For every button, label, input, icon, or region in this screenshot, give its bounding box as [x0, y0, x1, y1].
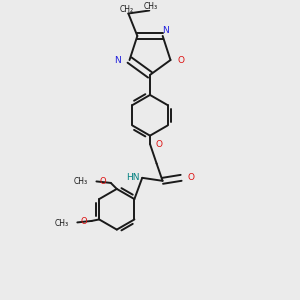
- Text: O: O: [155, 140, 162, 149]
- Text: O: O: [178, 56, 185, 64]
- Text: O: O: [187, 173, 194, 182]
- Text: O: O: [81, 217, 87, 226]
- Text: O: O: [99, 177, 106, 186]
- Text: CH₃: CH₃: [74, 177, 88, 186]
- Text: CH₃: CH₃: [55, 219, 69, 228]
- Text: N: N: [114, 56, 121, 64]
- Text: N: N: [162, 26, 168, 35]
- Text: CH₂: CH₂: [120, 5, 134, 14]
- Text: HN: HN: [126, 173, 139, 182]
- Text: CH₃: CH₃: [144, 2, 158, 11]
